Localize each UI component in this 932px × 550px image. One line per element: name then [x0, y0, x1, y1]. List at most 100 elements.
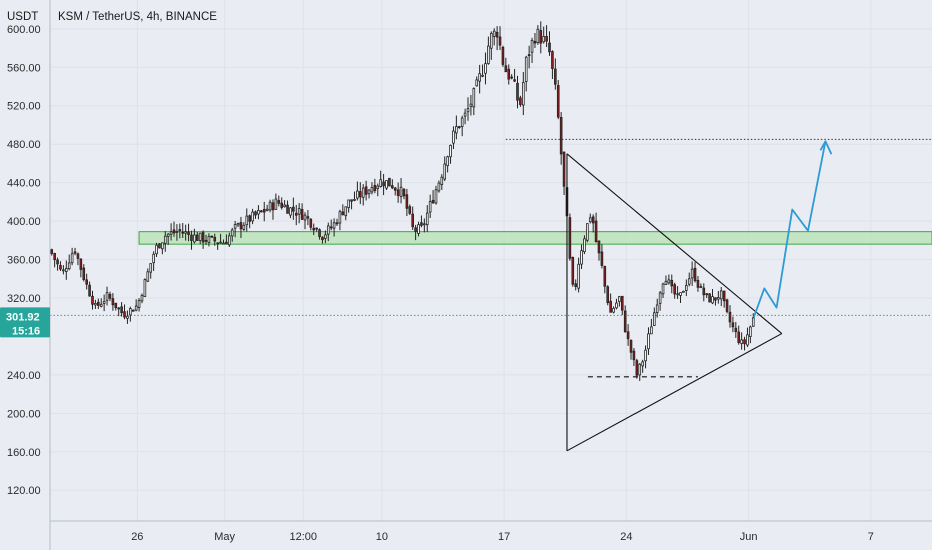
candle-body [370, 187, 374, 193]
projection-layer [753, 140, 833, 318]
candle-body [481, 74, 484, 77]
candle-body [213, 236, 217, 242]
candle-body [603, 266, 607, 287]
candle-body [321, 236, 324, 241]
candle-body [679, 292, 682, 296]
candle-body [495, 31, 499, 38]
candle-body [50, 249, 54, 254]
candle-body [64, 268, 68, 272]
candle-body [123, 311, 126, 318]
candle-body [335, 222, 339, 225]
candle-body [126, 315, 129, 319]
candle-body [67, 262, 71, 270]
candle-body [571, 256, 575, 285]
candle-body [158, 243, 161, 249]
candle-body [522, 82, 525, 106]
candle-body [420, 222, 423, 226]
candle-body [548, 42, 551, 53]
candle-body [463, 112, 467, 117]
candle-body [562, 151, 566, 187]
candle-body [262, 208, 266, 213]
candle-body [414, 227, 417, 232]
candle-body [198, 232, 202, 241]
candle-body [484, 63, 487, 74]
candle-body [612, 307, 615, 313]
candle-body [260, 210, 263, 213]
candle-body [245, 215, 249, 226]
candle-body [161, 242, 164, 250]
candle-body [457, 126, 461, 129]
candle-body [469, 103, 473, 107]
candle-body [524, 56, 528, 82]
candle-body [740, 339, 743, 344]
candle-body [417, 224, 420, 234]
candle-body [431, 199, 435, 204]
candle-body [169, 231, 173, 235]
candle-body [650, 326, 653, 335]
candle-body [85, 279, 88, 285]
y-tick-label: 240.00 [7, 370, 41, 382]
candle-body [236, 223, 240, 226]
candle-body [588, 217, 592, 223]
candle-body [626, 331, 630, 340]
candle-body [53, 253, 56, 261]
candle-body [434, 189, 438, 204]
candle-body [719, 290, 723, 300]
candle-body [475, 79, 479, 87]
candle-body [658, 292, 662, 304]
candle-body [166, 233, 170, 237]
resistance-zone-layer [138, 231, 932, 245]
candle-body [219, 241, 222, 244]
candle-body [391, 185, 394, 189]
candle-body [379, 179, 382, 187]
candle-body [195, 234, 199, 241]
candle-body [559, 117, 563, 155]
level-lines [50, 138, 932, 316]
candle-body [99, 303, 103, 307]
x-tick-label: Jun [740, 531, 758, 543]
time-axis-bg [50, 521, 932, 550]
candle-body [201, 232, 205, 243]
candle-body [472, 88, 476, 108]
candle-body [644, 349, 647, 362]
candle-body [405, 194, 409, 209]
y-tick-label: 560.00 [7, 62, 41, 74]
candle-body [303, 214, 307, 221]
candle-body [620, 295, 624, 311]
candle-body [62, 269, 65, 272]
candle-body [533, 40, 537, 44]
candle-body [187, 231, 190, 235]
candle-body [682, 290, 685, 293]
symbol-title: KSM / TetherUS, 4h, BINANCE [58, 11, 217, 23]
candle-body [641, 361, 644, 367]
candle-body [373, 185, 377, 191]
candle-body [743, 339, 746, 345]
candle-body [382, 181, 385, 187]
candle-body [708, 293, 711, 303]
candle-body [283, 204, 286, 208]
candle-body [647, 333, 650, 350]
candle-body [519, 97, 522, 105]
candle-body [376, 185, 380, 189]
x-tick-label: 24 [620, 531, 632, 543]
projection-arrowhead [819, 140, 833, 155]
candle-body [82, 267, 86, 280]
candle-body [443, 163, 447, 180]
grid [50, 0, 932, 521]
candle-body [527, 54, 531, 57]
price-countdown: 15:16 [12, 325, 40, 337]
y-tick-label: 440.00 [7, 178, 41, 190]
candle-body [661, 283, 665, 295]
current-price-value: 301.92 [6, 311, 40, 323]
candle-body [623, 310, 627, 333]
candle-body [696, 280, 700, 288]
x-tick-label: 26 [131, 531, 143, 543]
candle-body [131, 309, 135, 312]
candle-body [504, 65, 508, 73]
candle-body [408, 206, 412, 214]
candle-body [714, 297, 717, 301]
candle-body [440, 176, 444, 186]
candle-body [487, 45, 490, 64]
